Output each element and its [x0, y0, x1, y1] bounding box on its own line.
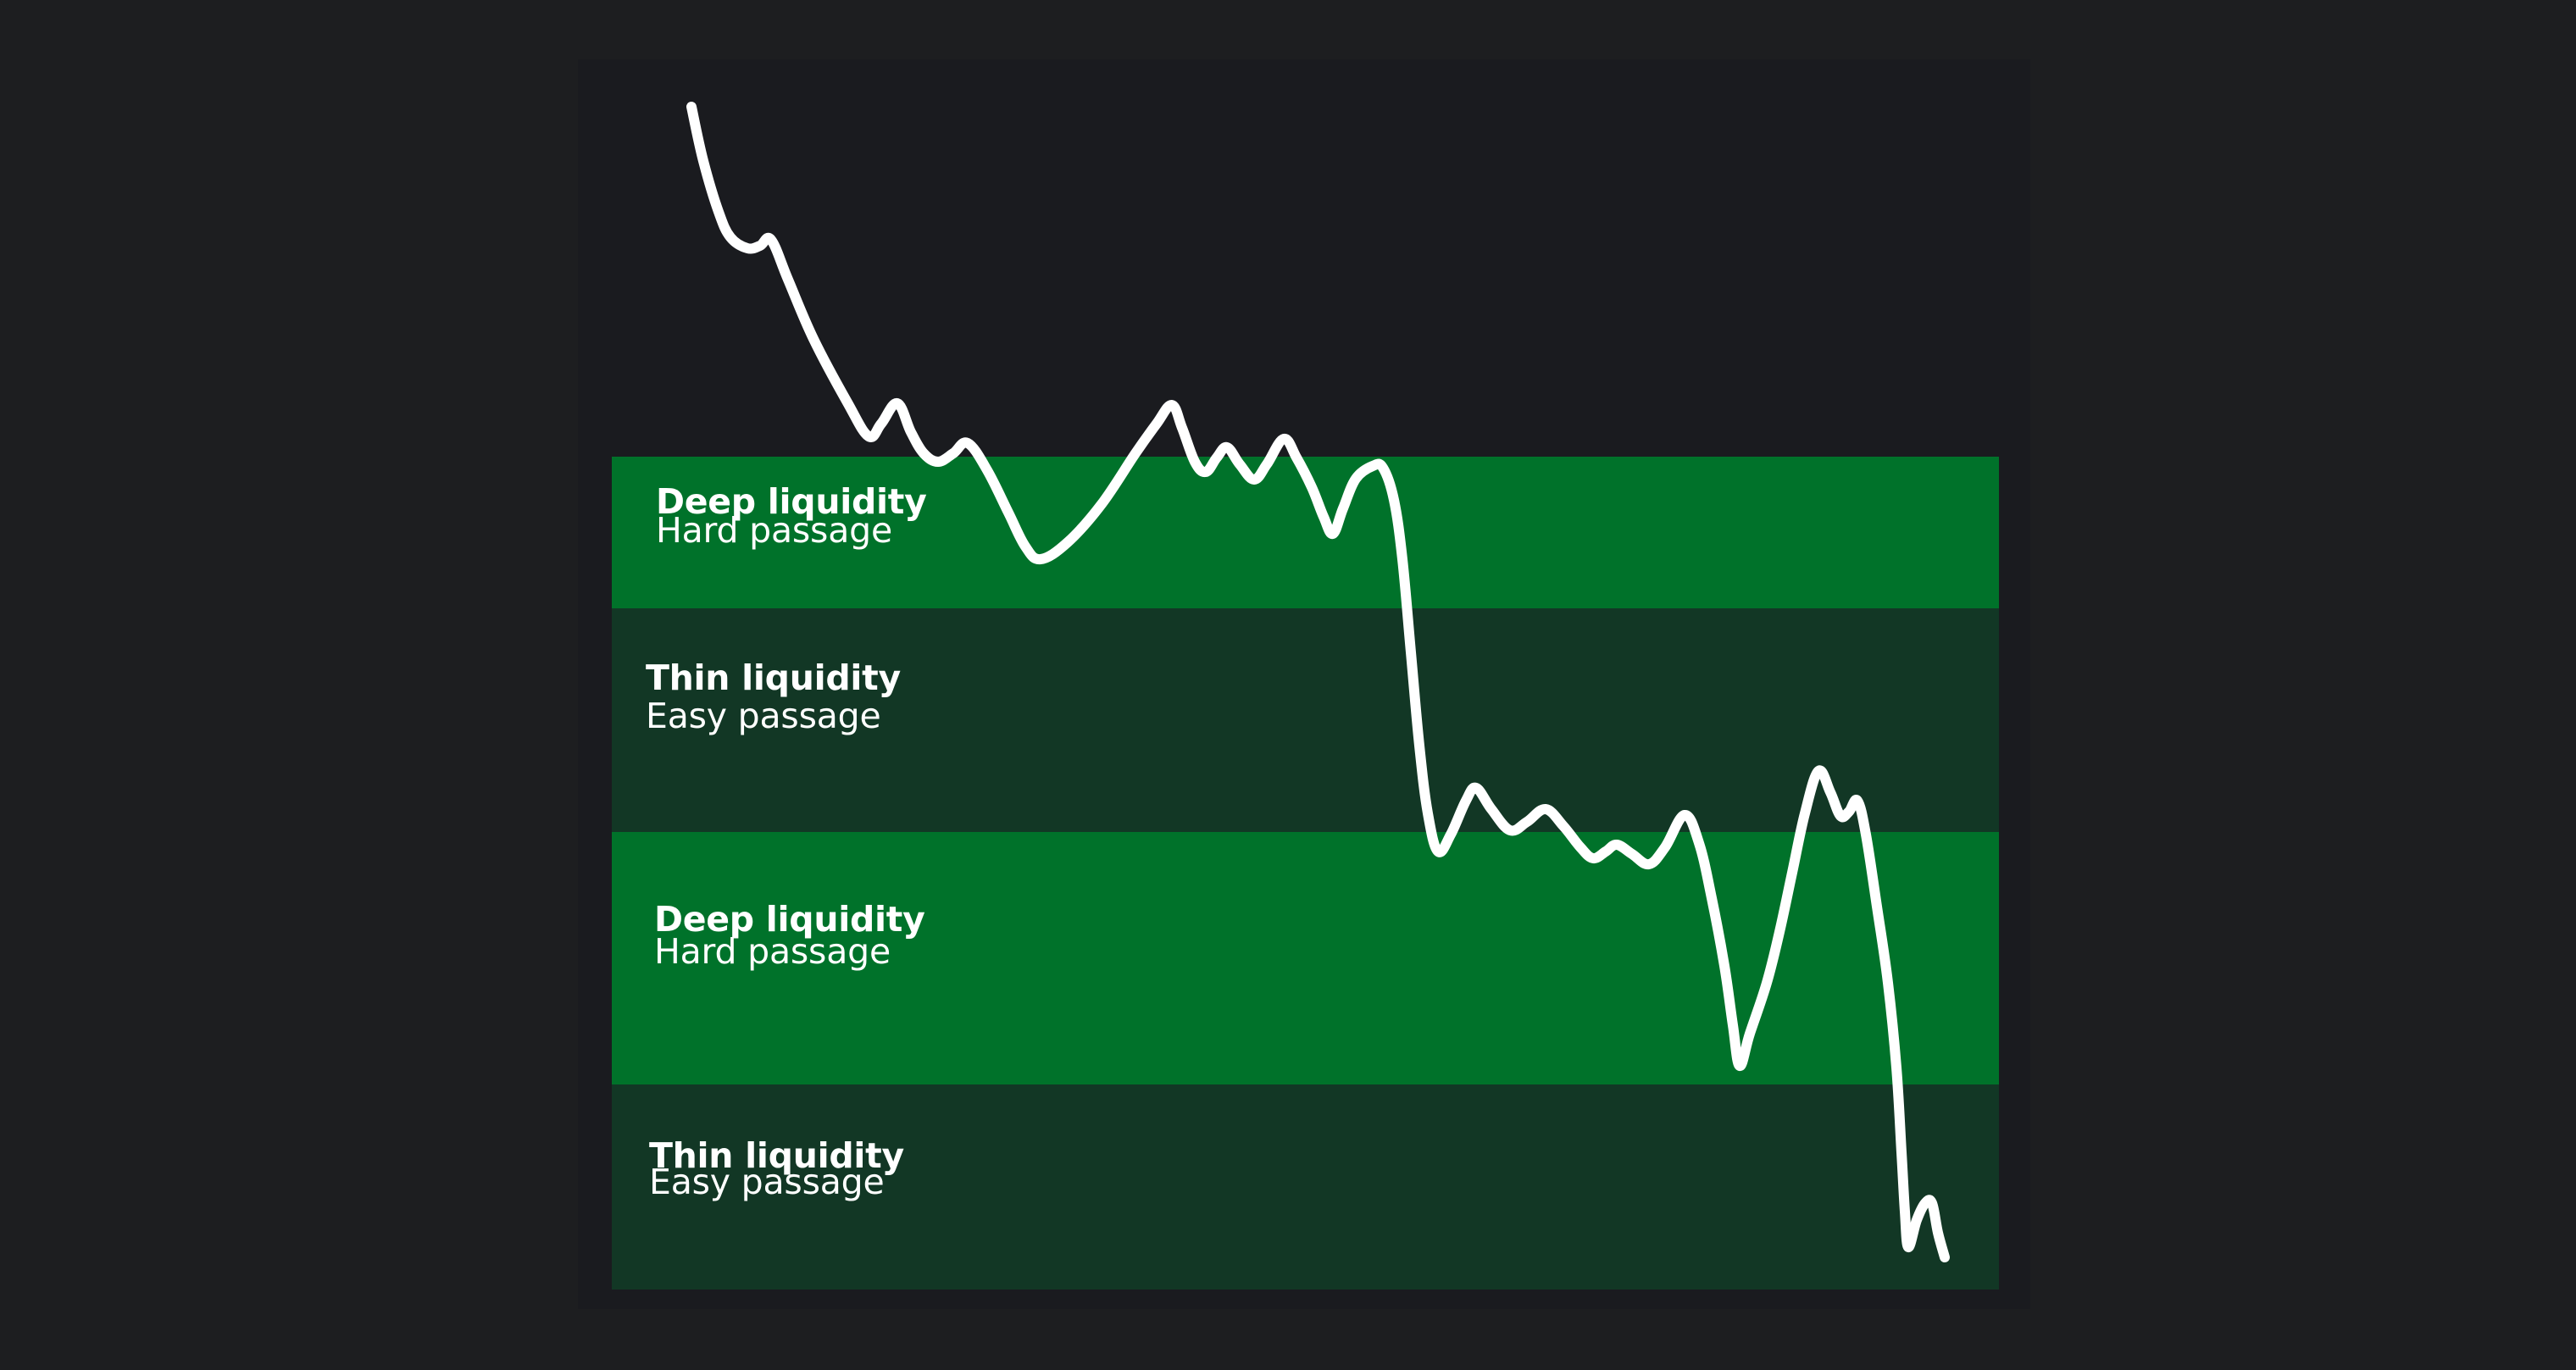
band-deep-liquidity-lower: Deep liquidity Hard passage — [612, 832, 1999, 1084]
band-thin-liquidity-upper: Thin liquidity Easy passage — [612, 608, 1999, 832]
band-subtitle: Hard passage — [654, 931, 891, 972]
band-subtitle: Easy passage — [649, 1162, 885, 1202]
band-subtitle: Hard passage — [656, 510, 892, 551]
band-subtitle: Easy passage — [646, 696, 881, 736]
band-deep-liquidity-top: Deep liquidity Hard passage — [612, 457, 1999, 608]
band-title: Thin liquidity — [646, 657, 901, 698]
band-thin-liquidity-bottom: Thin liquidity Easy passage — [612, 1084, 1999, 1290]
